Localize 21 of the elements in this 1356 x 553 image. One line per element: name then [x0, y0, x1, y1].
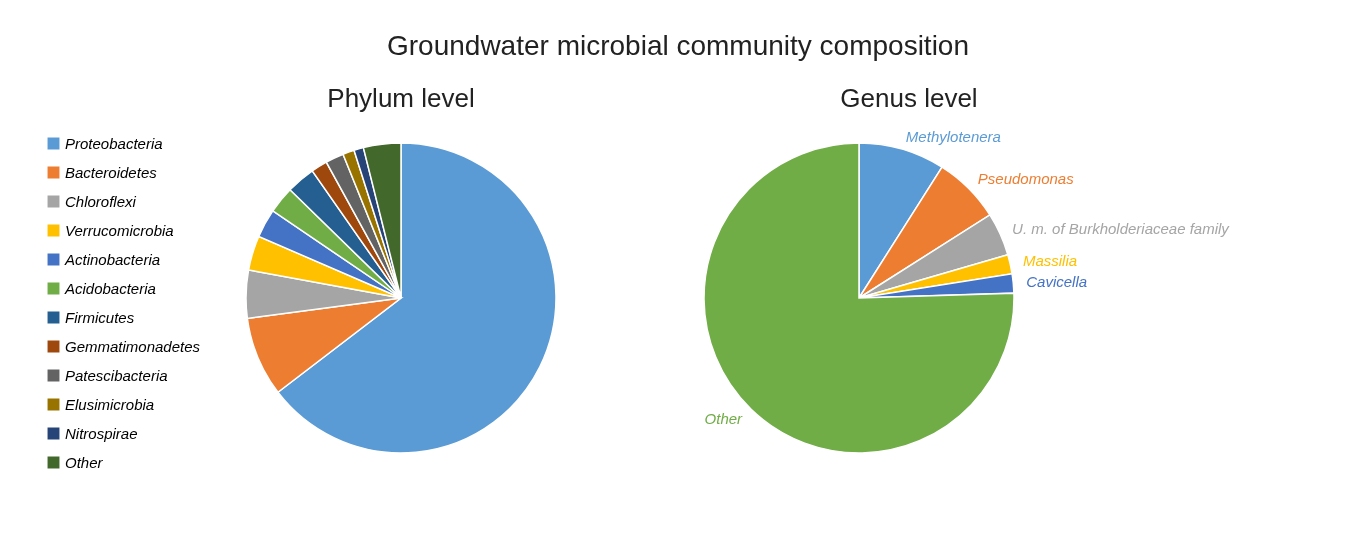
slice-label: Massilia [1022, 252, 1078, 270]
legend-label: Elusimicrobia [65, 395, 155, 413]
legend-label: Patescibacteria [65, 366, 168, 384]
text: Groundwater microbial community composition [386, 29, 970, 63]
legend-label: Proteobacteria [65, 134, 163, 152]
legend-label: Other [65, 453, 104, 471]
slice-label: Methylotenera [905, 127, 1001, 145]
slice-label: Other [704, 409, 744, 427]
legend-label: Actinobacteria [64, 250, 161, 268]
legend-label: Gemmatimonadetes [65, 337, 201, 355]
slice-label: U. m. of Burkholderiaceae family [1012, 219, 1231, 237]
legend-label: Nitrospirae [65, 424, 138, 442]
legend-label: Firmicutes [65, 308, 135, 326]
slice-label: Pseudomonas [977, 170, 1075, 188]
slice-label: Cavicella [1026, 273, 1088, 291]
legend-label: Bacteroidetes [65, 163, 158, 181]
legend-label: Verrucomicrobia [65, 221, 174, 239]
legend-label: Chloroflexi [65, 192, 137, 210]
legend-label: Acidobacteria [64, 279, 156, 297]
chart-title: Phylum level [327, 83, 475, 113]
chart-title: Genus level [840, 83, 978, 113]
